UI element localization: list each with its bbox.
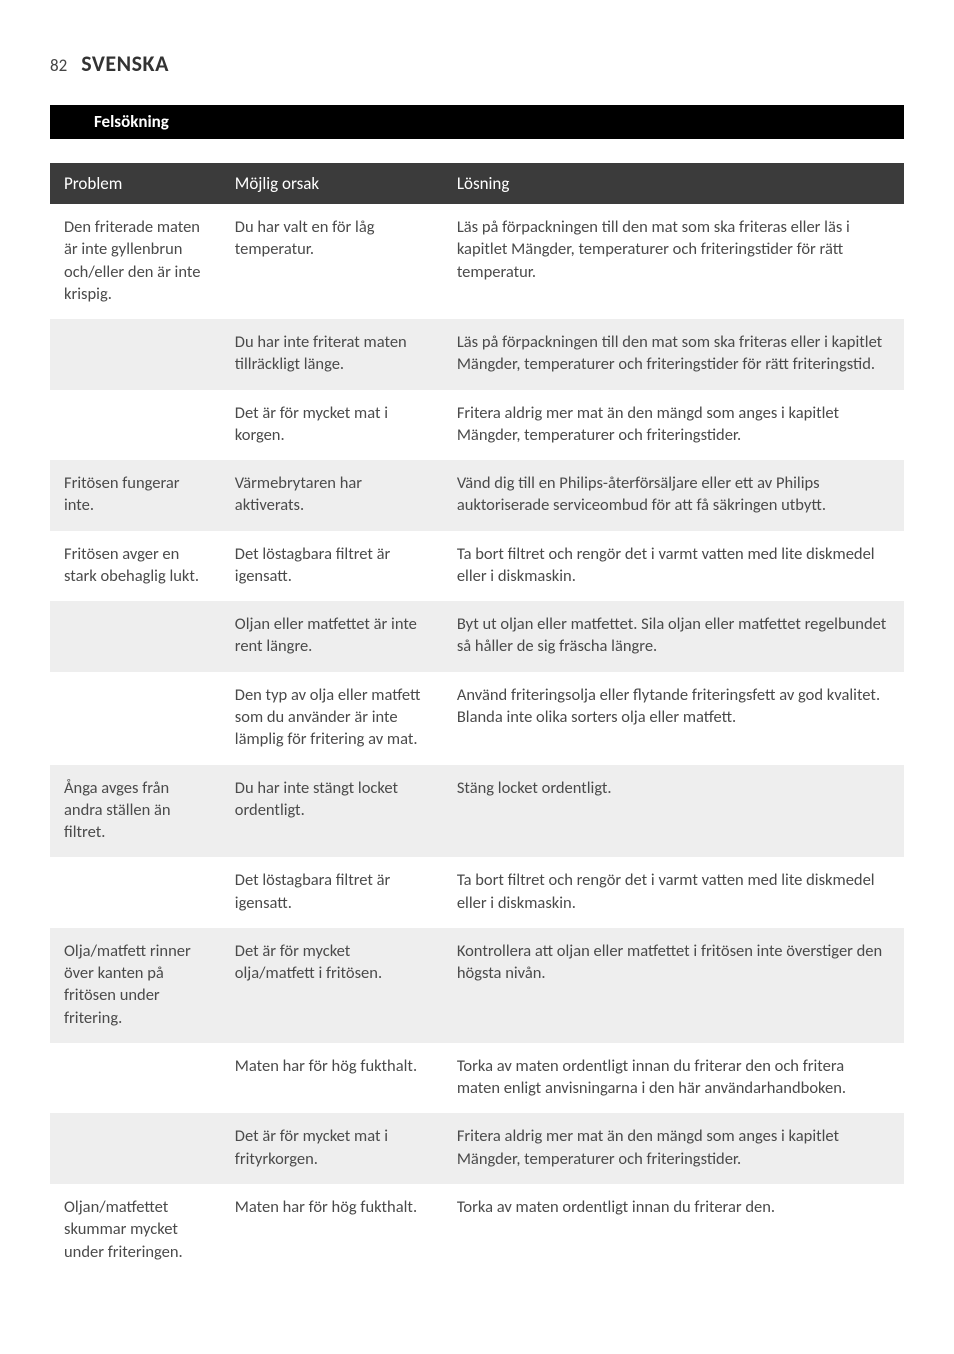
cell-problem <box>50 1113 221 1184</box>
cell-solution: Vänd dig till en Philips-återförsäljare … <box>443 460 904 531</box>
cell-problem <box>50 390 221 461</box>
cell-cause: Värmebrytaren har aktiverats. <box>221 460 443 531</box>
cell-problem <box>50 601 221 672</box>
table-row: Maten har för hög fukthalt.Torka av mate… <box>50 1043 904 1114</box>
cell-solution: Kontrollera att oljan eller matfettet i … <box>443 928 904 1043</box>
troubleshooting-table: Problem Möjlig orsak Lösning Den fritera… <box>50 163 904 1277</box>
cell-solution: Stäng locket ordentligt. <box>443 765 904 858</box>
cell-solution: Läs på förpackningen till den mat som sk… <box>443 319 904 390</box>
cell-solution: Använd friteringsolja eller flytande fri… <box>443 672 904 765</box>
cell-problem: Fritösen avger en stark obehaglig lukt. <box>50 531 221 602</box>
cell-cause: Du har valt en för låg temperatur. <box>221 204 443 319</box>
cell-cause: Du har inte friterat maten tillräckligt … <box>221 319 443 390</box>
table-row: Det är för mycket mat i frityrkorgen.Fri… <box>50 1113 904 1184</box>
table-row: Fritösen avger en stark obehaglig lukt.D… <box>50 531 904 602</box>
cell-solution: Fritera aldrig mer mat än den mängd som … <box>443 1113 904 1184</box>
table-row: Den friterade maten är inte gyllenbrun o… <box>50 204 904 319</box>
cell-problem: Oljan/matfettet skummar mycket under fri… <box>50 1184 221 1277</box>
page-number: 82 <box>50 55 67 76</box>
cell-problem: Olja/matfett rinner över kanten på fritö… <box>50 928 221 1043</box>
cell-cause: Det är för mycket mat i frityrkorgen. <box>221 1113 443 1184</box>
table-row: Olja/matfett rinner över kanten på fritö… <box>50 928 904 1043</box>
table-row: Fritösen fungerar inte.Värmebrytaren har… <box>50 460 904 531</box>
col-header-solution: Lösning <box>443 163 904 204</box>
cell-solution: Torka av maten ordentligt innan du frite… <box>443 1184 904 1277</box>
cell-problem: Den friterade maten är inte gyllenbrun o… <box>50 204 221 319</box>
cell-solution: Torka av maten ordentligt innan du frite… <box>443 1043 904 1114</box>
cell-cause: Det löstagbara filtret är igensatt. <box>221 531 443 602</box>
cell-cause: Det är för mycket mat i korgen. <box>221 390 443 461</box>
table-header-row: Problem Möjlig orsak Lösning <box>50 163 904 204</box>
cell-problem <box>50 319 221 390</box>
table-row: Oljan/matfettet skummar mycket under fri… <box>50 1184 904 1277</box>
cell-cause: Maten har för hög fukthalt. <box>221 1184 443 1277</box>
table-row: Oljan eller matfettet är inte rent längr… <box>50 601 904 672</box>
cell-cause: Oljan eller matfettet är inte rent längr… <box>221 601 443 672</box>
page-header: 82 SVENSKA <box>50 50 904 77</box>
cell-solution: Ta bort filtret och rengör det i varmt v… <box>443 531 904 602</box>
cell-problem <box>50 1043 221 1114</box>
page-title: SVENSKA <box>81 50 169 77</box>
cell-solution: Fritera aldrig mer mat än den mängd som … <box>443 390 904 461</box>
cell-solution: Byt ut oljan eller matfettet. Sila oljan… <box>443 601 904 672</box>
cell-cause: Den typ av olja eller matfett som du anv… <box>221 672 443 765</box>
cell-cause: Det löstagbara filtret är igensatt. <box>221 857 443 928</box>
table-row: Den typ av olja eller matfett som du anv… <box>50 672 904 765</box>
section-heading: Felsökning <box>50 105 904 139</box>
cell-problem <box>50 857 221 928</box>
cell-solution: Ta bort filtret och rengör det i varmt v… <box>443 857 904 928</box>
col-header-problem: Problem <box>50 163 221 204</box>
cell-cause: Maten har för hög fukthalt. <box>221 1043 443 1114</box>
cell-cause: Det är för mycket olja/matfett i fritöse… <box>221 928 443 1043</box>
table-row: Ånga avges från andra ställen än filtret… <box>50 765 904 858</box>
col-header-cause: Möjlig orsak <box>221 163 443 204</box>
cell-cause: Du har inte stängt locket ordentligt. <box>221 765 443 858</box>
table-row: Du har inte friterat maten tillräckligt … <box>50 319 904 390</box>
cell-solution: Läs på förpackningen till den mat som sk… <box>443 204 904 319</box>
cell-problem: Fritösen fungerar inte. <box>50 460 221 531</box>
cell-problem <box>50 672 221 765</box>
table-row: Det löstagbara filtret är igensatt.Ta bo… <box>50 857 904 928</box>
cell-problem: Ånga avges från andra ställen än filtret… <box>50 765 221 858</box>
table-row: Det är för mycket mat i korgen.Fritera a… <box>50 390 904 461</box>
